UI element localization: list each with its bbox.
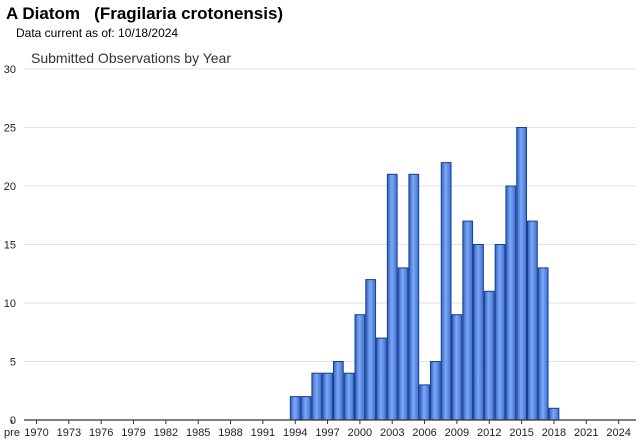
bar-1995[interactable] xyxy=(300,396,312,421)
y-tick-label: 5 xyxy=(10,357,16,369)
x-tick-label: 2012 xyxy=(477,427,501,439)
bar-1996[interactable] xyxy=(311,372,323,421)
bar-2017[interactable] xyxy=(537,267,549,421)
bar-2013[interactable] xyxy=(494,244,506,421)
y-axis-ticks: 0 5 10 15 20 25 30 xyxy=(4,64,16,427)
bar-1994[interactable] xyxy=(289,396,301,421)
chart-title: Submitted Observations by Year xyxy=(31,50,232,66)
bar-2007[interactable] xyxy=(429,361,441,421)
x-tick-label: 2018 xyxy=(542,427,566,439)
bar-2003[interactable] xyxy=(386,173,398,421)
x-tick-label: 1982 xyxy=(154,427,178,439)
bars xyxy=(289,127,560,421)
bar-2009[interactable] xyxy=(451,314,463,421)
x-tick-label: 1988 xyxy=(218,427,242,439)
x-tick-label: 2021 xyxy=(574,427,598,439)
bar-2012[interactable] xyxy=(483,290,495,421)
bar-1999[interactable] xyxy=(343,372,355,421)
bar-2002[interactable] xyxy=(376,337,387,421)
x-axis-ticks: pre 1970 1973 1976 1979 1982 1985 1988 1991 1994 1… xyxy=(4,420,631,439)
bar-2006[interactable] xyxy=(419,384,430,421)
bar-2015[interactable] xyxy=(516,127,527,421)
x-tick-label: pre xyxy=(4,427,20,439)
x-tick-label: 1973 xyxy=(57,427,81,439)
x-tick-label: 1985 xyxy=(186,427,210,439)
x-tick-label: 1979 xyxy=(121,427,145,439)
bar-1998[interactable] xyxy=(332,361,344,421)
bar-2005[interactable] xyxy=(408,173,420,421)
x-tick-label: 2009 xyxy=(445,427,469,439)
x-tick-label: 2000 xyxy=(348,427,372,439)
x-tick-label: 2006 xyxy=(412,427,436,439)
bar-2000[interactable] xyxy=(354,314,366,421)
y-tick-label: 20 xyxy=(4,181,16,193)
y-tick-label: 0 xyxy=(10,415,16,427)
y-tick-label: 25 xyxy=(4,123,16,135)
x-tick-label: 1976 xyxy=(89,427,113,439)
x-tick-label: 1991 xyxy=(251,427,275,439)
bar-1997[interactable] xyxy=(322,372,333,421)
x-tick-label: 2015 xyxy=(509,427,533,439)
bar-2008[interactable] xyxy=(440,162,452,421)
y-tick-label: 30 xyxy=(4,64,16,76)
x-tick-label: 1997 xyxy=(315,427,339,439)
x-tick-label: 2003 xyxy=(380,427,404,439)
x-tick-label: 1994 xyxy=(283,427,307,439)
bar-2014[interactable] xyxy=(505,185,517,421)
grid-lines xyxy=(24,68,636,362)
y-tick-label: 10 xyxy=(4,298,16,310)
bar-2010[interactable] xyxy=(462,220,474,421)
bar-2011[interactable] xyxy=(473,244,484,421)
page-title: A Diatom (Fragilaria crotonensis) xyxy=(6,4,284,23)
bar-2016[interactable] xyxy=(526,220,538,421)
x-tick-label: 2024 xyxy=(606,427,630,439)
bar-2018[interactable] xyxy=(548,407,560,421)
bar-2001[interactable] xyxy=(365,279,377,421)
data-date-subtitle: Data current as of: 10/18/2024 xyxy=(16,26,179,40)
bar-2004[interactable] xyxy=(397,267,409,421)
x-tick-label: 1970 xyxy=(24,427,48,439)
y-tick-label: 15 xyxy=(4,240,16,252)
